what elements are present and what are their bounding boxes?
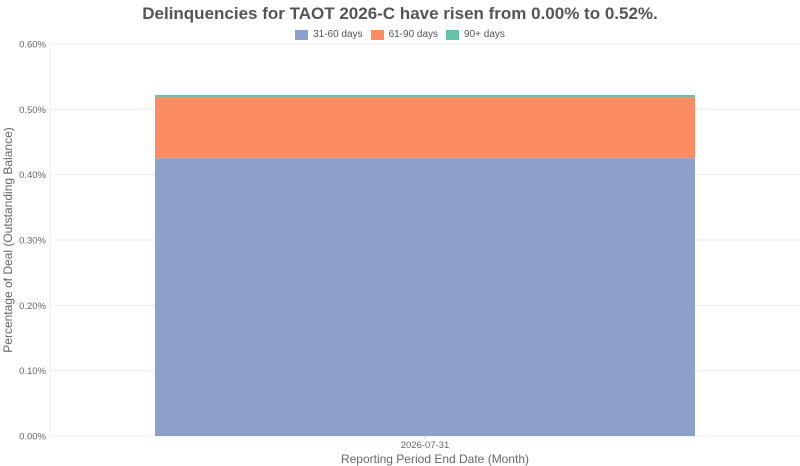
- bar-segment: [155, 97, 695, 159]
- chart-title: Delinquencies for TAOT 2026-C have risen…: [142, 4, 658, 23]
- bar-segment: [155, 158, 695, 437]
- y-tick-label: 0.30%: [19, 236, 46, 247]
- y-tick-label: 0.50%: [19, 105, 46, 116]
- legend-item[interactable]: 61-90 days: [370, 29, 439, 40]
- y-tick-label: 0.00%: [19, 432, 46, 443]
- legend-swatch: [295, 29, 309, 40]
- legend-item[interactable]: 31-60 days: [295, 29, 363, 40]
- bar-segment: [155, 94, 695, 98]
- y-tick-label: 0.40%: [19, 170, 46, 181]
- chart-legend: 31-60 days 61-90 days 90+ days: [0, 29, 800, 40]
- y-tick-label: 0.60%: [19, 40, 46, 51]
- x-axis-title: Reporting Period End Date (Month): [341, 452, 529, 466]
- legend-swatch: [446, 29, 460, 40]
- legend-swatch: [370, 29, 384, 40]
- legend-label: 90+ days: [464, 29, 505, 40]
- x-tick-label: 2026-07-31: [401, 440, 450, 451]
- legend-label: 61-90 days: [388, 29, 439, 40]
- legend-label: 31-60 days: [313, 29, 363, 40]
- legend-item[interactable]: 90+ days: [446, 29, 505, 40]
- y-tick-label: 0.10%: [19, 366, 46, 377]
- y-tick-label: 0.20%: [19, 301, 46, 312]
- y-axis-title: Percentage of Deal (Outstanding Balance): [1, 127, 15, 352]
